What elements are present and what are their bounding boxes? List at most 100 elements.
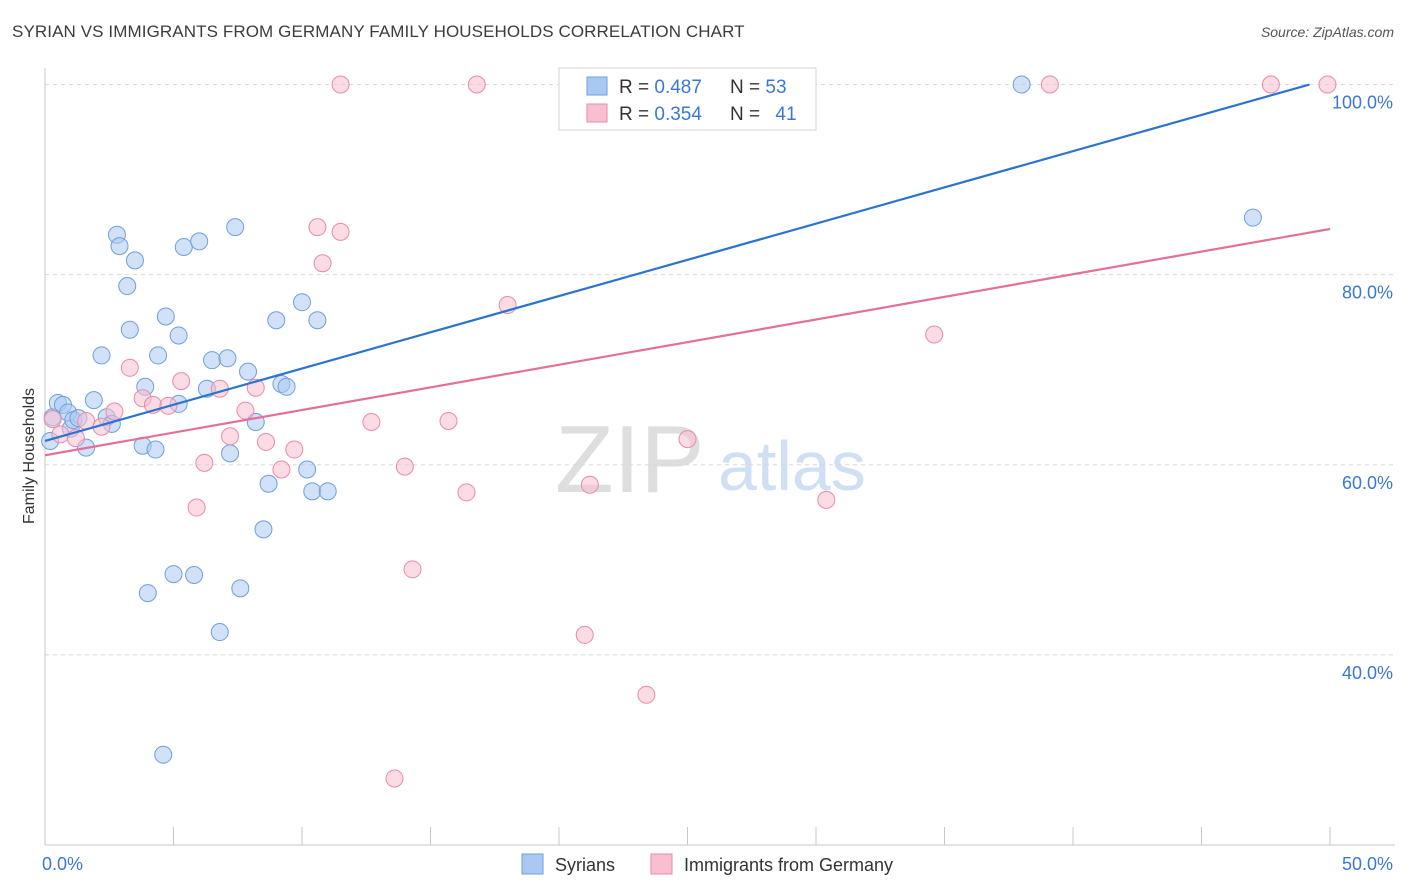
point-syrians — [308, 311, 327, 330]
point-syrians — [185, 566, 204, 585]
series-legend: Syrians Immigrants from Germany — [521, 853, 893, 875]
point-germany — [817, 490, 836, 509]
point-syrians — [303, 482, 322, 501]
point-germany — [575, 625, 594, 644]
point-syrians — [218, 349, 237, 368]
n-value-1: 53 — [765, 77, 786, 98]
y-tick-label: 100.0% — [1332, 93, 1393, 113]
point-syrians — [293, 293, 311, 312]
trend-line-germany — [44, 227, 1331, 457]
point-germany — [395, 457, 414, 476]
point-syrians — [149, 346, 168, 365]
chart-title: SYRIAN VS IMMIGRANTS FROM GERMANY FAMILY… — [12, 22, 745, 41]
point-germany — [236, 401, 255, 420]
legend-label-syrians: Syrians — [555, 855, 615, 875]
point-syrians — [138, 584, 157, 603]
r-label-1: R = — [619, 77, 654, 98]
r-label-2: R = — [619, 104, 654, 125]
trend-lines — [44, 83, 1331, 457]
point-syrians — [164, 565, 183, 584]
gridlines: 40.0% 60.0% 80.0% 100.0% — [45, 84, 1395, 683]
point-syrians — [169, 326, 188, 345]
point-syrians — [259, 474, 278, 493]
point-germany — [172, 372, 191, 391]
point-syrians — [174, 238, 193, 257]
point-syrians — [110, 237, 129, 256]
point-syrians — [203, 351, 222, 370]
r-value-1: 0.487 — [654, 77, 702, 98]
point-germany — [313, 254, 332, 273]
point-germany — [120, 358, 139, 377]
point-germany — [925, 325, 944, 344]
point-germany — [257, 432, 276, 451]
data-points — [41, 75, 1337, 788]
point-germany — [331, 75, 350, 94]
point-syrians — [92, 346, 111, 365]
point-germany — [637, 685, 656, 704]
point-germany — [678, 430, 697, 449]
point-germany — [210, 379, 229, 398]
x-tick-label-max: 50.0% — [1342, 854, 1393, 874]
svg-text:N = 41: N = 41 — [730, 104, 797, 125]
point-syrians — [1243, 208, 1262, 227]
legend-label-germany: Immigrants from Germany — [684, 855, 893, 875]
point-syrians — [154, 745, 173, 764]
point-syrians — [1012, 75, 1031, 94]
syrians-swatch — [586, 76, 608, 96]
watermark-atlas: atlas — [718, 427, 866, 505]
svg-text:R = 0.354: R = 0.354 — [619, 104, 702, 125]
n-label-2: N = — [730, 104, 765, 125]
germany-swatch — [586, 103, 608, 123]
point-syrians — [84, 391, 103, 410]
point-syrians — [277, 377, 296, 396]
point-syrians — [231, 579, 250, 598]
point-germany — [362, 412, 381, 431]
point-syrians — [239, 362, 258, 381]
legend-swatch-syrians — [521, 853, 544, 875]
y-tick-label: 40.0% — [1342, 663, 1393, 683]
point-germany — [1318, 75, 1337, 94]
axes — [44, 68, 1395, 846]
point-germany — [308, 218, 327, 237]
point-syrians — [156, 307, 175, 326]
watermark-zip: ZIP — [555, 406, 704, 513]
point-germany — [403, 560, 422, 579]
point-germany — [187, 498, 206, 517]
correlation-legend: R = 0.487 N = 53 R = 0.354 N = 41 — [558, 67, 817, 131]
point-germany — [285, 440, 304, 459]
point-syrians — [118, 277, 137, 296]
y-tick-label: 80.0% — [1342, 283, 1393, 303]
point-germany — [221, 427, 240, 446]
r-value-2: 0.354 — [654, 104, 702, 125]
source-credit: Source: ZipAtlas.com — [1260, 24, 1394, 40]
point-syrians — [120, 320, 139, 339]
point-germany — [385, 769, 404, 788]
point-germany — [331, 222, 350, 241]
n-label-1: N = — [730, 77, 765, 98]
point-syrians — [318, 482, 337, 501]
point-syrians — [298, 460, 317, 479]
trend-line-syrians — [44, 83, 1310, 443]
point-germany — [43, 410, 62, 429]
x-tick-label-min: 0.0% — [42, 854, 83, 874]
point-germany — [439, 412, 458, 431]
y-axis-title: Family Households — [21, 388, 38, 524]
point-germany — [467, 75, 486, 94]
svg-text:R = 0.487: R = 0.487 — [619, 77, 702, 98]
n-value-2: 41 — [775, 104, 796, 125]
point-germany — [1040, 75, 1059, 94]
point-germany — [272, 460, 291, 479]
legend-swatch-germany — [650, 853, 673, 875]
point-germany — [105, 402, 124, 421]
point-syrians — [125, 251, 144, 270]
point-germany — [457, 483, 476, 502]
point-syrians — [221, 444, 240, 463]
y-tick-label: 60.0% — [1342, 473, 1393, 493]
point-germany — [580, 475, 599, 494]
point-syrians — [254, 520, 273, 539]
point-germany — [1261, 75, 1280, 94]
point-syrians — [146, 440, 165, 459]
point-syrians — [226, 218, 245, 237]
svg-text:N = 53: N = 53 — [730, 77, 787, 98]
